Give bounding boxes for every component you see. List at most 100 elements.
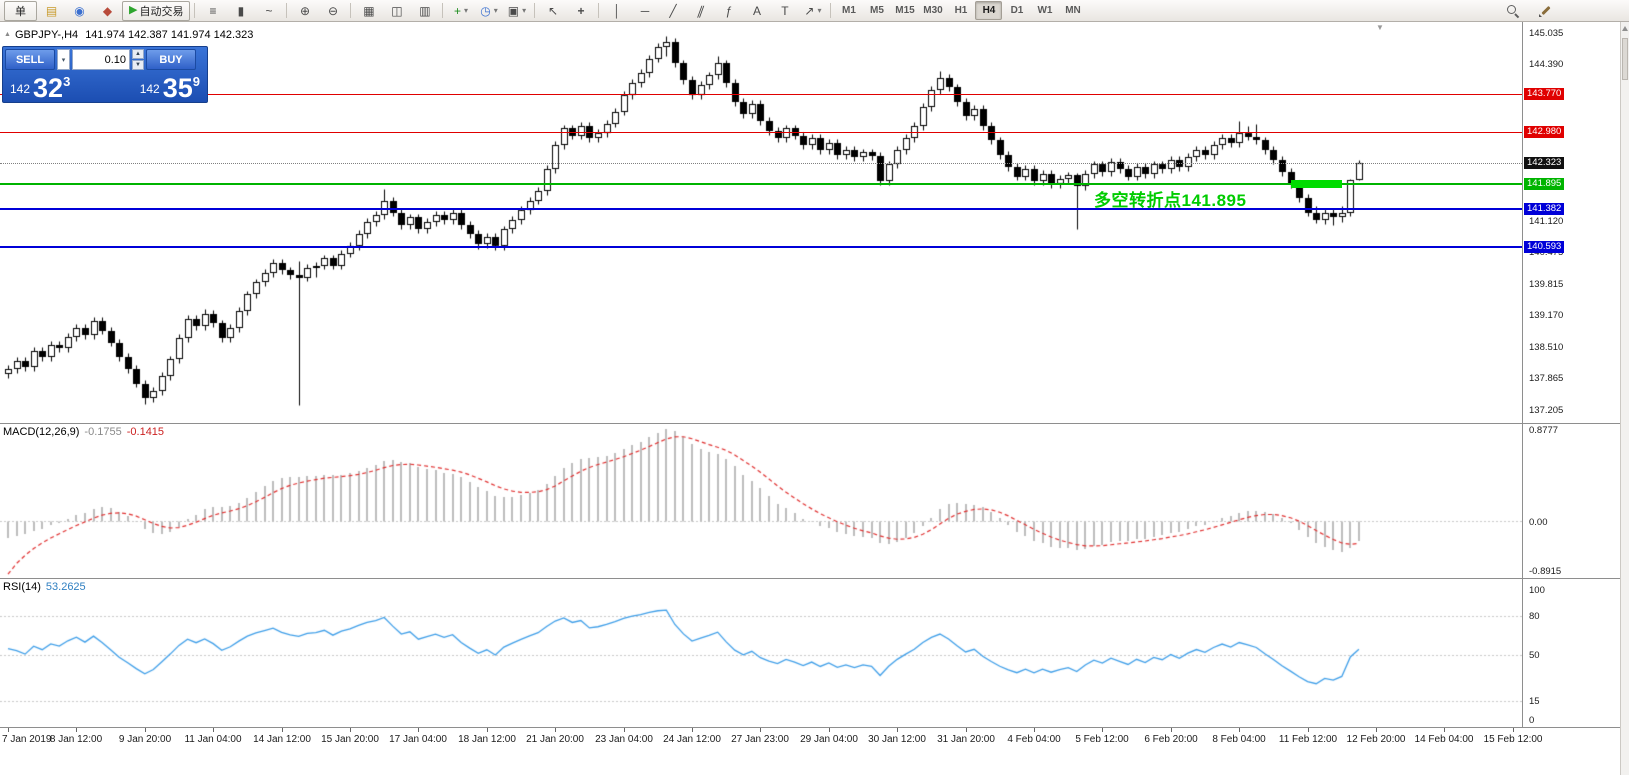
- edit-icon-glyph: [1539, 4, 1552, 17]
- channel-tool[interactable]: ∥: [687, 1, 714, 21]
- time-axis-label: 15 Feb 12:00: [1483, 734, 1543, 745]
- macd-label: MACD(12,26,9) -0.1755 -0.1415: [3, 426, 164, 438]
- chart-shift-marker-icon[interactable]: ▼: [1376, 23, 1384, 32]
- time-axis-tick: [145, 728, 146, 732]
- label-tool-glyph: T: [781, 3, 789, 18]
- price-axis-label: 144.390: [1529, 58, 1564, 70]
- line-chart-icon[interactable]: ~: [255, 1, 282, 21]
- tile-windows-icon-glyph: ▦: [363, 3, 375, 18]
- time-axis[interactable]: 7 Jan 2019 8 Jan 12:00 9 Jan 20:00 11 Jan 0…: [0, 728, 1629, 748]
- navigator-icon[interactable]: ◆: [94, 1, 121, 21]
- panel-separator[interactable]: [0, 423, 1629, 424]
- time-axis-tick: [897, 728, 898, 732]
- toolbar-separator: [286, 3, 288, 18]
- price-line-badge-143770: 143.770: [1524, 88, 1565, 100]
- horizontal-line-tool[interactable]: ─: [631, 1, 658, 21]
- search-icon-glyph: [1506, 4, 1519, 17]
- bid-ask-quotes: 142 32 3 142 35 9: [5, 70, 205, 102]
- bid-price[interactable]: 142 32 3: [10, 74, 70, 102]
- time-axis-label: 5 Feb 12:00: [1075, 734, 1129, 745]
- buy-button[interactable]: BUY: [146, 49, 196, 70]
- ask-price[interactable]: 142 35 9: [140, 74, 200, 102]
- panel-separator[interactable]: [0, 578, 1629, 579]
- bars-chart-icon[interactable]: ≡: [199, 1, 226, 21]
- arrange-windows-icon[interactable]: ▥: [411, 1, 438, 21]
- trade-panel-toggle[interactable]: ▲: [4, 31, 11, 38]
- crosshair-tool[interactable]: +: [567, 1, 594, 21]
- templates-button[interactable]: ▣ ▾: [503, 1, 530, 21]
- time-axis-label: 23 Jan 04:00: [595, 734, 653, 745]
- candlestick-chart-icon[interactable]: ▮: [227, 1, 254, 21]
- price-axis[interactable]: 145.035144.390141.120140.475139.815139.1…: [1522, 22, 1628, 728]
- volume-up-button[interactable]: ▲: [132, 49, 144, 59]
- price-line-142980[interactable]: [0, 132, 1522, 133]
- timeframe-button-m15[interactable]: M15: [895, 5, 915, 16]
- tile-windows-icon[interactable]: ▦: [355, 1, 382, 21]
- timeframe-button-mn[interactable]: MN: [1065, 5, 1081, 16]
- zoom-out-icon[interactable]: ⊖: [319, 1, 346, 21]
- trade-options-dropdown[interactable]: ▾: [57, 49, 70, 70]
- cascade-windows-icon-glyph: ◫: [391, 3, 403, 18]
- macd-canvas[interactable]: [0, 423, 1522, 578]
- price-line-badge-141382: 141.382: [1524, 203, 1565, 215]
- pivot-highlight-bar[interactable]: [1291, 180, 1342, 188]
- arrows-tool[interactable]: ↗ ▾: [799, 1, 826, 21]
- search-icon[interactable]: [1499, 1, 1526, 21]
- price-line-143770[interactable]: [0, 94, 1522, 95]
- timeframe-button-m30[interactable]: M30: [923, 5, 943, 16]
- volume-input[interactable]: [72, 49, 130, 70]
- chart-symbol-label: GBPJPY-,H4: [15, 29, 79, 41]
- time-axis-label: 27 Jan 23:00: [731, 734, 789, 745]
- dropdown-caret-icon: ▾: [463, 6, 468, 15]
- rsi-canvas[interactable]: [0, 578, 1522, 727]
- timeframe-button-w1[interactable]: W1: [1037, 5, 1053, 16]
- trendline-tool[interactable]: ╱: [659, 1, 686, 21]
- autotrading-button[interactable]: ▶ 自动交易: [122, 0, 191, 21]
- new-order-button[interactable]: 单: [4, 0, 37, 21]
- rsi-axis-label: 100: [1529, 584, 1545, 596]
- line-chart-icon-glyph: ~: [265, 3, 273, 18]
- zoom-in-icon[interactable]: ⊕: [291, 1, 318, 21]
- pivot-annotation-text[interactable]: 多空转折点141.895: [1094, 191, 1247, 210]
- vertical-scrollbar[interactable]: [1620, 22, 1629, 775]
- edit-icon[interactable]: [1532, 1, 1559, 21]
- time-axis-label: 14 Feb 04:00: [1414, 734, 1474, 745]
- volume-down-button[interactable]: ▼: [132, 60, 144, 70]
- sell-button[interactable]: SELL: [5, 49, 55, 70]
- timeframe-button-h1[interactable]: H1: [954, 5, 968, 16]
- text-tool[interactable]: A: [743, 1, 770, 21]
- periods-button[interactable]: ◷ ▾: [475, 1, 502, 21]
- bid-price-line: [0, 163, 1522, 164]
- timeframe-button-d1[interactable]: D1: [1010, 5, 1024, 16]
- time-axis-tick: [1171, 728, 1172, 732]
- vertical-line-tool[interactable]: │: [603, 1, 630, 21]
- price-line-141382[interactable]: [0, 208, 1522, 210]
- time-axis-label: 11 Feb 12:00: [1278, 734, 1338, 745]
- add-indicator-button[interactable]: + ▾: [447, 1, 474, 21]
- time-axis-tick: [282, 728, 283, 732]
- price-chart-canvas[interactable]: [0, 22, 1522, 423]
- cascade-windows-icon[interactable]: ◫: [383, 1, 410, 21]
- time-axis-label: 7 Jan 2019: [2, 734, 52, 745]
- cursor-tool-glyph: ↖: [547, 3, 558, 18]
- timeframe-button-m5[interactable]: M5: [870, 5, 884, 16]
- arrange-windows-icon-glyph: ▥: [419, 3, 431, 18]
- timeframe-button-m1[interactable]: M1: [842, 5, 856, 16]
- price-line-141895[interactable]: [0, 183, 1522, 185]
- scrollbar-thumb[interactable]: [1622, 38, 1628, 80]
- rsi-axis-label: 0: [1529, 715, 1535, 727]
- time-axis-tick: [1102, 728, 1103, 732]
- toolbar-separator: [442, 3, 444, 18]
- fibonacci-tool[interactable]: ƒ: [715, 1, 742, 21]
- time-axis-tick: [829, 728, 830, 732]
- timeframe-button-h4[interactable]: H4: [975, 1, 1003, 20]
- label-tool[interactable]: T: [771, 1, 798, 21]
- marketwatch-icon[interactable]: ◉: [66, 1, 93, 21]
- time-axis-label: 21 Jan 20:00: [526, 734, 584, 745]
- profiles-icon[interactable]: ▤: [38, 1, 65, 21]
- cursor-tool[interactable]: ↖: [539, 1, 566, 21]
- scroll-up-button[interactable]: [1622, 26, 1628, 31]
- price-line-140593[interactable]: [0, 246, 1522, 248]
- main-toolbar: 单 ▤ ◉ ◆ ▶ 自动交易 ≡ ▮ ~ ⊕ ⊖ ▦ ◫ ▥ + ▾ ◷ ▾ ▣ ▾ ↖ + │ ─ ╱ ∥ ƒ A T ↗ ▾ M1 M5 M1…: [0, 0, 1629, 22]
